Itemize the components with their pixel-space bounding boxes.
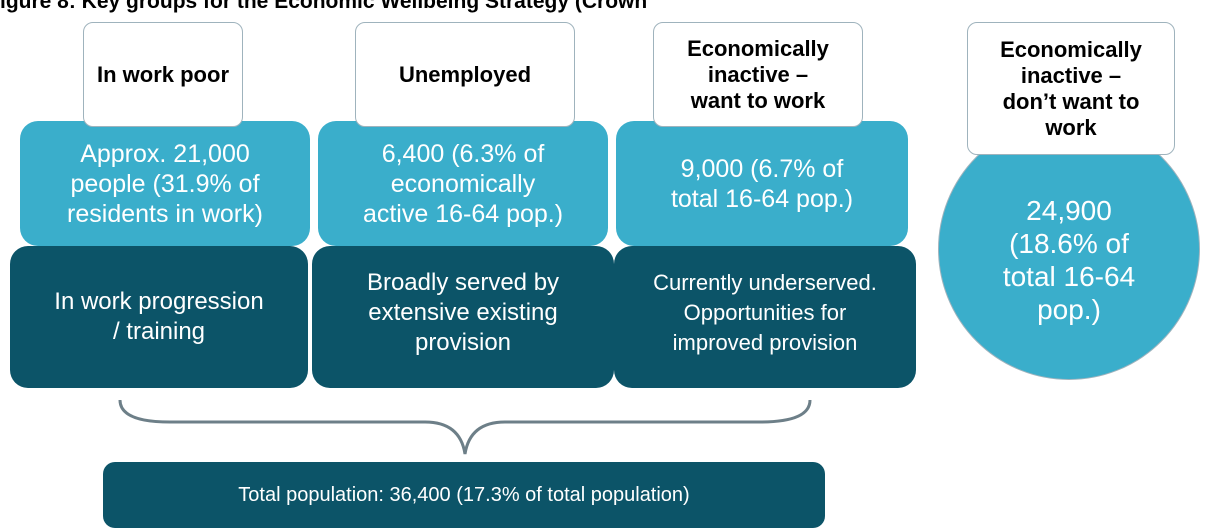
total-population-box: Total population: 36,400 (17.3% of total…	[103, 462, 825, 528]
group-label-in-work-poor: In work poor	[83, 22, 243, 127]
total-population-text: Total population: 36,400 (17.3% of total…	[238, 483, 690, 506]
group-count-text: Approx. 21,000 people (31.9% of resident…	[67, 139, 263, 228]
group-count-unemployed: 6,400 (6.3% of economically active 16-64…	[318, 121, 608, 246]
group-count-in-work-poor: Approx. 21,000 people (31.9% of resident…	[20, 121, 310, 246]
group-label-inactive-not-want-work: Economically inactive – don’t want to wo…	[967, 22, 1175, 155]
group-provision-in-work-poor: In work progression / training	[10, 246, 308, 388]
group-label-text: Economically inactive – want to work	[687, 35, 829, 113]
group-label-text: Economically inactive – don’t want to wo…	[1000, 36, 1142, 140]
group-provision-text: Broadly served by extensive existing pro…	[366, 269, 560, 356]
group-label-text: Unemployed	[398, 61, 532, 87]
group-label-text: In work poor	[97, 61, 229, 87]
group-provision-unemployed: Broadly served by extensive existing pro…	[312, 246, 614, 388]
group-provision-text: Currently underserved. Opportunities for…	[653, 270, 877, 355]
group-count-inactive-want-work: 9,000 (6.7% of total 16-64 pop.)	[616, 121, 908, 246]
brace-path	[118, 399, 812, 455]
group-provision-text: In work progression / training	[54, 288, 264, 345]
group-label-unemployed: Unemployed	[355, 22, 575, 127]
figure-title: igure 8: Key groups for the Economic Wel…	[0, 0, 648, 13]
group-provision-inactive-want-work: Currently underserved. Opportunities for…	[614, 246, 916, 388]
group-count-text: 9,000 (6.7% of total 16-64 pop.)	[670, 154, 854, 213]
group-circle-inactive-not-want-work: 24,900 (18.6% of total 16-64 pop.)	[938, 118, 1200, 380]
group-label-inactive-want-work: Economically inactive – want to work	[653, 22, 863, 127]
group-brace	[118, 399, 812, 455]
group-count-text: 24,900 (18.6% of total 16-64 pop.)	[1002, 195, 1136, 325]
group-count-text: 6,400 (6.3% of economically active 16-64…	[362, 139, 564, 228]
